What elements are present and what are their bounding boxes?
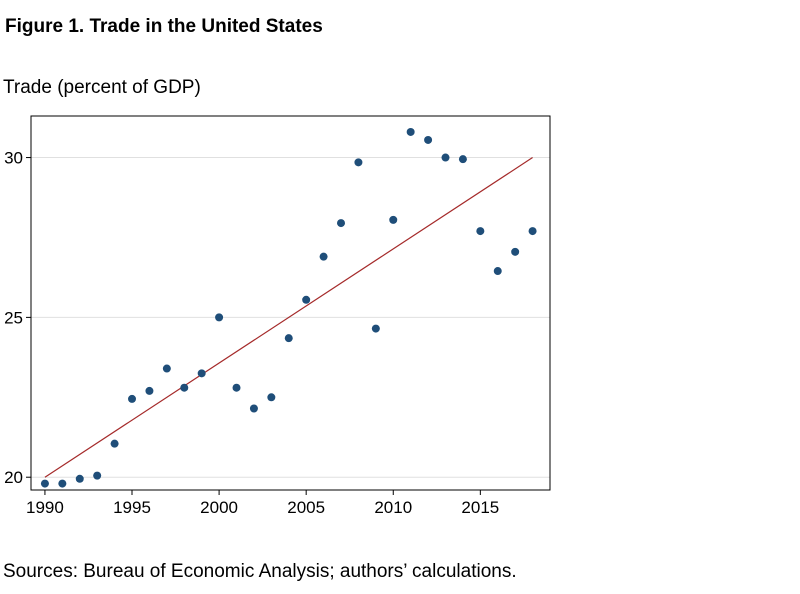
data-point xyxy=(162,364,171,373)
data-point xyxy=(528,227,537,236)
data-point xyxy=(40,479,49,488)
data-point xyxy=(424,135,433,144)
y-axis-label: Trade (percent of GDP) xyxy=(3,77,201,98)
data-point xyxy=(337,219,346,228)
x-tick-label: 2000 xyxy=(200,498,238,517)
plot-frame xyxy=(30,115,551,491)
data-point xyxy=(215,313,224,322)
x-tick-label: 2005 xyxy=(287,498,325,517)
data-points xyxy=(40,127,537,488)
y-tick-label: 30 xyxy=(4,149,23,168)
data-point xyxy=(476,227,485,236)
data-point xyxy=(145,386,154,395)
data-point xyxy=(93,471,102,480)
data-point xyxy=(267,393,276,402)
data-point xyxy=(232,383,241,392)
data-point xyxy=(128,394,137,403)
data-point xyxy=(389,215,398,224)
x-tick-label: 2010 xyxy=(374,498,412,517)
data-point xyxy=(180,383,189,392)
trend-line-group xyxy=(44,157,533,478)
data-point xyxy=(110,439,119,448)
data-point xyxy=(197,369,206,378)
data-point xyxy=(319,252,328,261)
data-point xyxy=(249,404,258,413)
data-point xyxy=(371,324,380,333)
data-point xyxy=(441,153,450,162)
x-tick-label: 1990 xyxy=(26,498,64,517)
y-axis-ticks: 20 25 30 xyxy=(4,149,31,487)
data-point xyxy=(302,295,311,304)
data-point xyxy=(458,155,467,164)
data-point xyxy=(493,267,502,276)
data-point xyxy=(284,334,293,343)
y-tick-label: 20 xyxy=(4,468,23,487)
source-note: Sources: Bureau of Economic Analysis; au… xyxy=(3,561,517,582)
figure-title: Figure 1. Trade in the United States xyxy=(5,16,323,37)
data-point xyxy=(511,247,520,256)
data-point xyxy=(58,479,67,488)
data-point xyxy=(354,158,363,167)
data-point xyxy=(75,474,84,483)
grid-lines xyxy=(31,157,550,478)
y-tick-label: 25 xyxy=(4,308,23,327)
x-tick-label: 2015 xyxy=(461,498,499,517)
data-point xyxy=(406,127,415,136)
x-axis-ticks: 1990 1995 2000 2005 2010 2015 xyxy=(26,490,499,517)
scatter-chart: 20 25 30 1990 1995 2000 2005 2010 2015 xyxy=(4,115,551,517)
x-tick-label: 1995 xyxy=(113,498,151,517)
trend-line xyxy=(44,157,533,478)
